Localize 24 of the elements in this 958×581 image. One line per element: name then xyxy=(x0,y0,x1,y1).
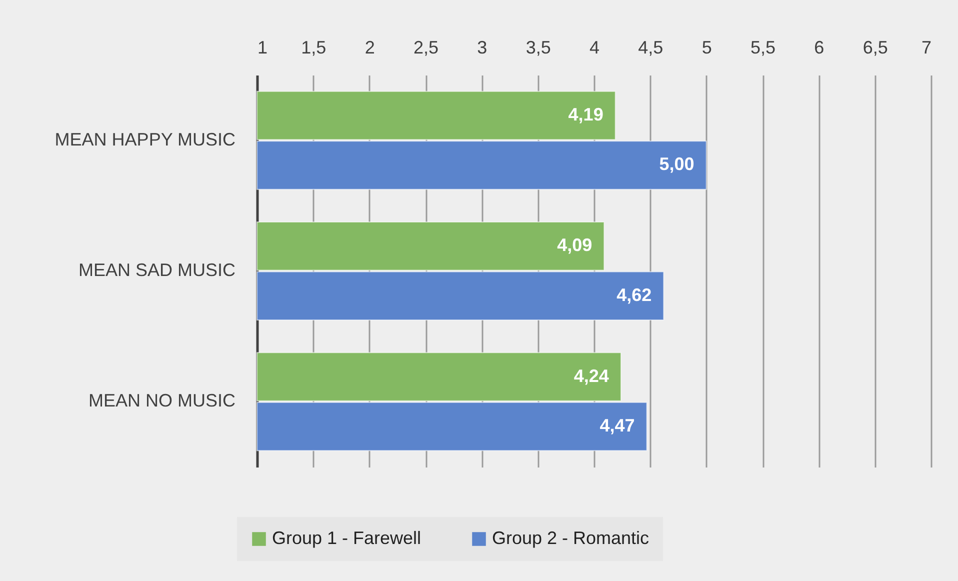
x-tick-label: 5 xyxy=(702,38,712,58)
y-tick-label: MEAN HAPPY MUSIC xyxy=(54,129,236,150)
x-tick-label: 5,5 xyxy=(750,38,776,58)
x-tick-label: 1,5 xyxy=(301,38,326,58)
x-tick-label: 6 xyxy=(814,38,824,58)
y-tick-label: MEAN SAD MUSIC xyxy=(78,260,236,280)
x-tick-label: 2,5 xyxy=(413,38,439,58)
data-label: 4,47 xyxy=(600,416,635,436)
x-tick-label: 6,5 xyxy=(862,38,888,58)
data-label: 4,62 xyxy=(616,284,652,305)
x-tick-label: 3,5 xyxy=(526,38,551,58)
legend-label: Group 1 - Farewell xyxy=(272,528,422,548)
x-tick-label: 2 xyxy=(364,38,375,58)
data-label: 4,09 xyxy=(557,235,592,256)
x-tick-label: 4,5 xyxy=(638,38,664,58)
x-tick-label: 4 xyxy=(589,38,600,58)
x-tick-label: 1 xyxy=(258,38,268,58)
data-label: 5,00 xyxy=(659,154,694,174)
y-tick-label: MEAN NO MUSIC xyxy=(88,390,236,411)
data-label: 4,19 xyxy=(568,104,604,124)
data-label: 4,24 xyxy=(574,366,609,386)
x-tick-label: 7 xyxy=(921,38,932,58)
legend-label: Group 2 - Romantic xyxy=(492,528,650,548)
x-tick-label: 3 xyxy=(477,38,488,58)
